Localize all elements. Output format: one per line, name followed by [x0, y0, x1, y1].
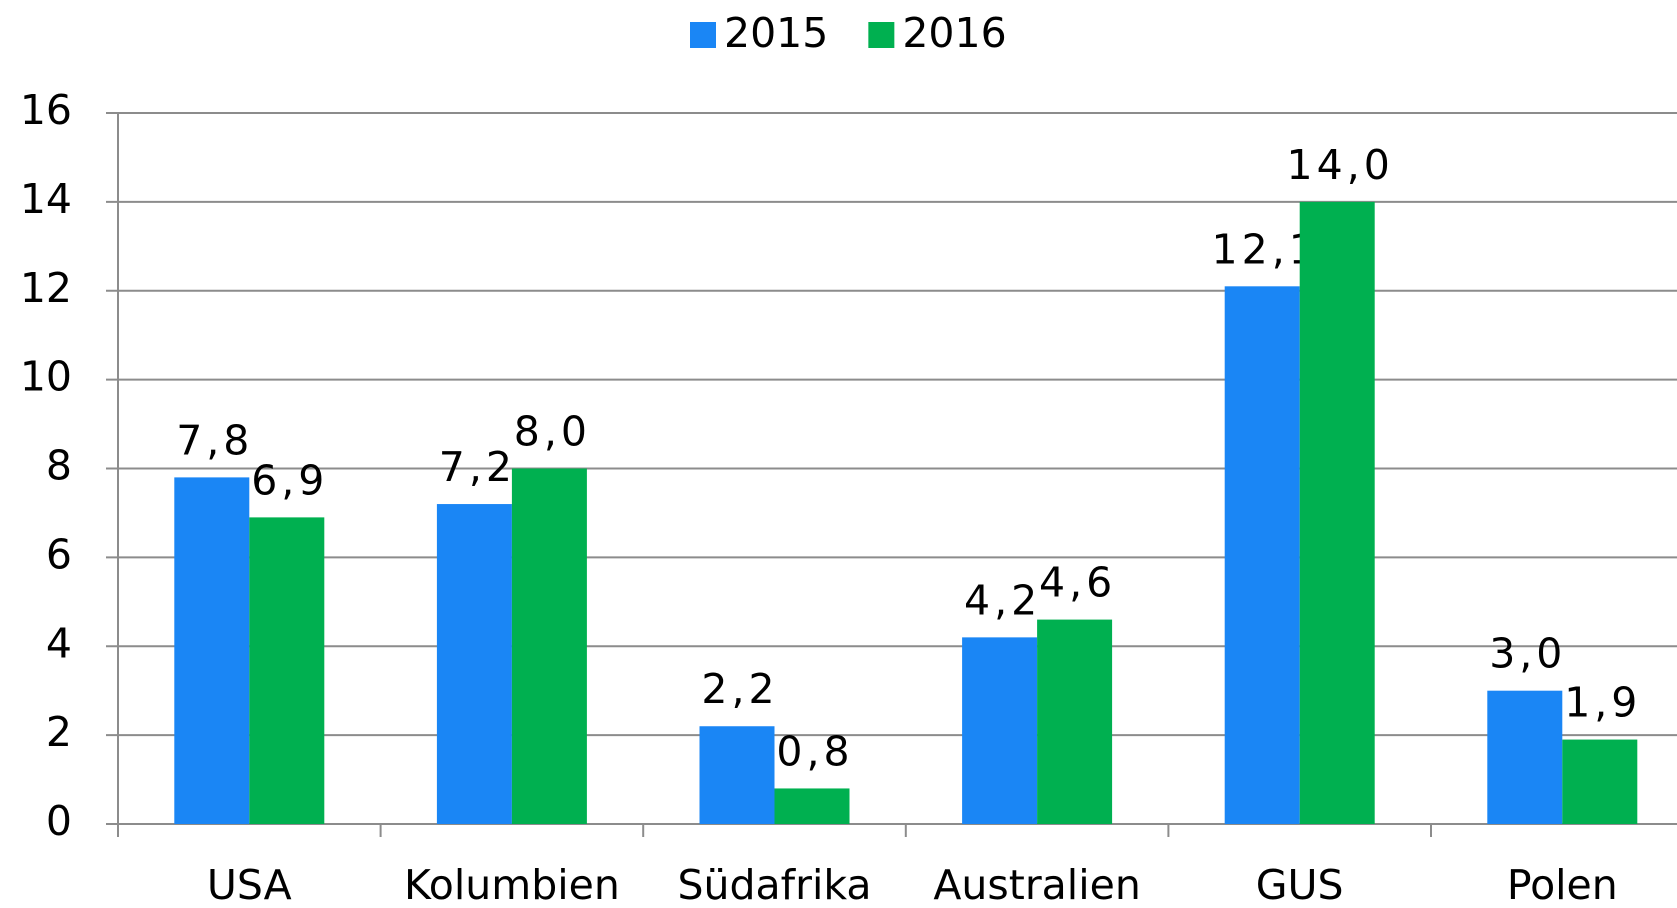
value-label: 1,9 — [1564, 679, 1641, 727]
bar — [249, 517, 325, 824]
x-tick-label: Südafrika — [678, 861, 872, 908]
legend-label: 2016 — [902, 9, 1006, 57]
legend-label: 2015 — [724, 9, 828, 57]
y-tick-label: 8 — [46, 442, 72, 490]
bar — [1487, 690, 1563, 824]
bar — [1299, 201, 1375, 824]
bar — [511, 468, 587, 824]
y-tick-label: 2 — [46, 708, 72, 756]
value-label: 0,8 — [776, 727, 853, 775]
bar — [774, 788, 850, 824]
value-label: 7,8 — [176, 416, 253, 464]
x-tick-label: GUS — [1256, 861, 1344, 908]
bar — [436, 504, 512, 824]
y-tick-label: 0 — [46, 797, 72, 845]
y-tick-label: 4 — [46, 619, 72, 667]
value-label: 4,2 — [964, 576, 1041, 624]
bar — [1224, 286, 1300, 824]
y-tick-label: 10 — [20, 353, 72, 401]
legend-swatch — [868, 22, 895, 48]
x-tick-label: Australien — [933, 861, 1140, 908]
bar — [962, 637, 1038, 824]
y-tick-label: 16 — [20, 86, 72, 134]
x-tick-label: Polen — [1507, 861, 1618, 908]
value-label: 3,0 — [1489, 630, 1566, 678]
value-label: 12,1 — [1212, 225, 1319, 273]
bar — [699, 726, 775, 824]
value-label: 8,0 — [514, 408, 591, 456]
y-tick-label: 14 — [20, 175, 72, 223]
value-label: 4,6 — [1039, 559, 1116, 607]
y-tick-label: 6 — [46, 530, 72, 578]
x-tick-label: Kolumbien — [404, 861, 620, 908]
x-tick-label: USA — [207, 861, 292, 908]
legend-swatch — [690, 22, 716, 48]
bar — [1037, 619, 1113, 824]
bar — [1562, 739, 1638, 824]
value-label: 2,2 — [701, 665, 778, 713]
y-tick-label: 12 — [20, 264, 72, 312]
value-label: 6,9 — [251, 456, 328, 504]
bar — [174, 477, 250, 824]
value-label: 7,2 — [439, 443, 516, 491]
value-label: 14,0 — [1287, 141, 1394, 189]
